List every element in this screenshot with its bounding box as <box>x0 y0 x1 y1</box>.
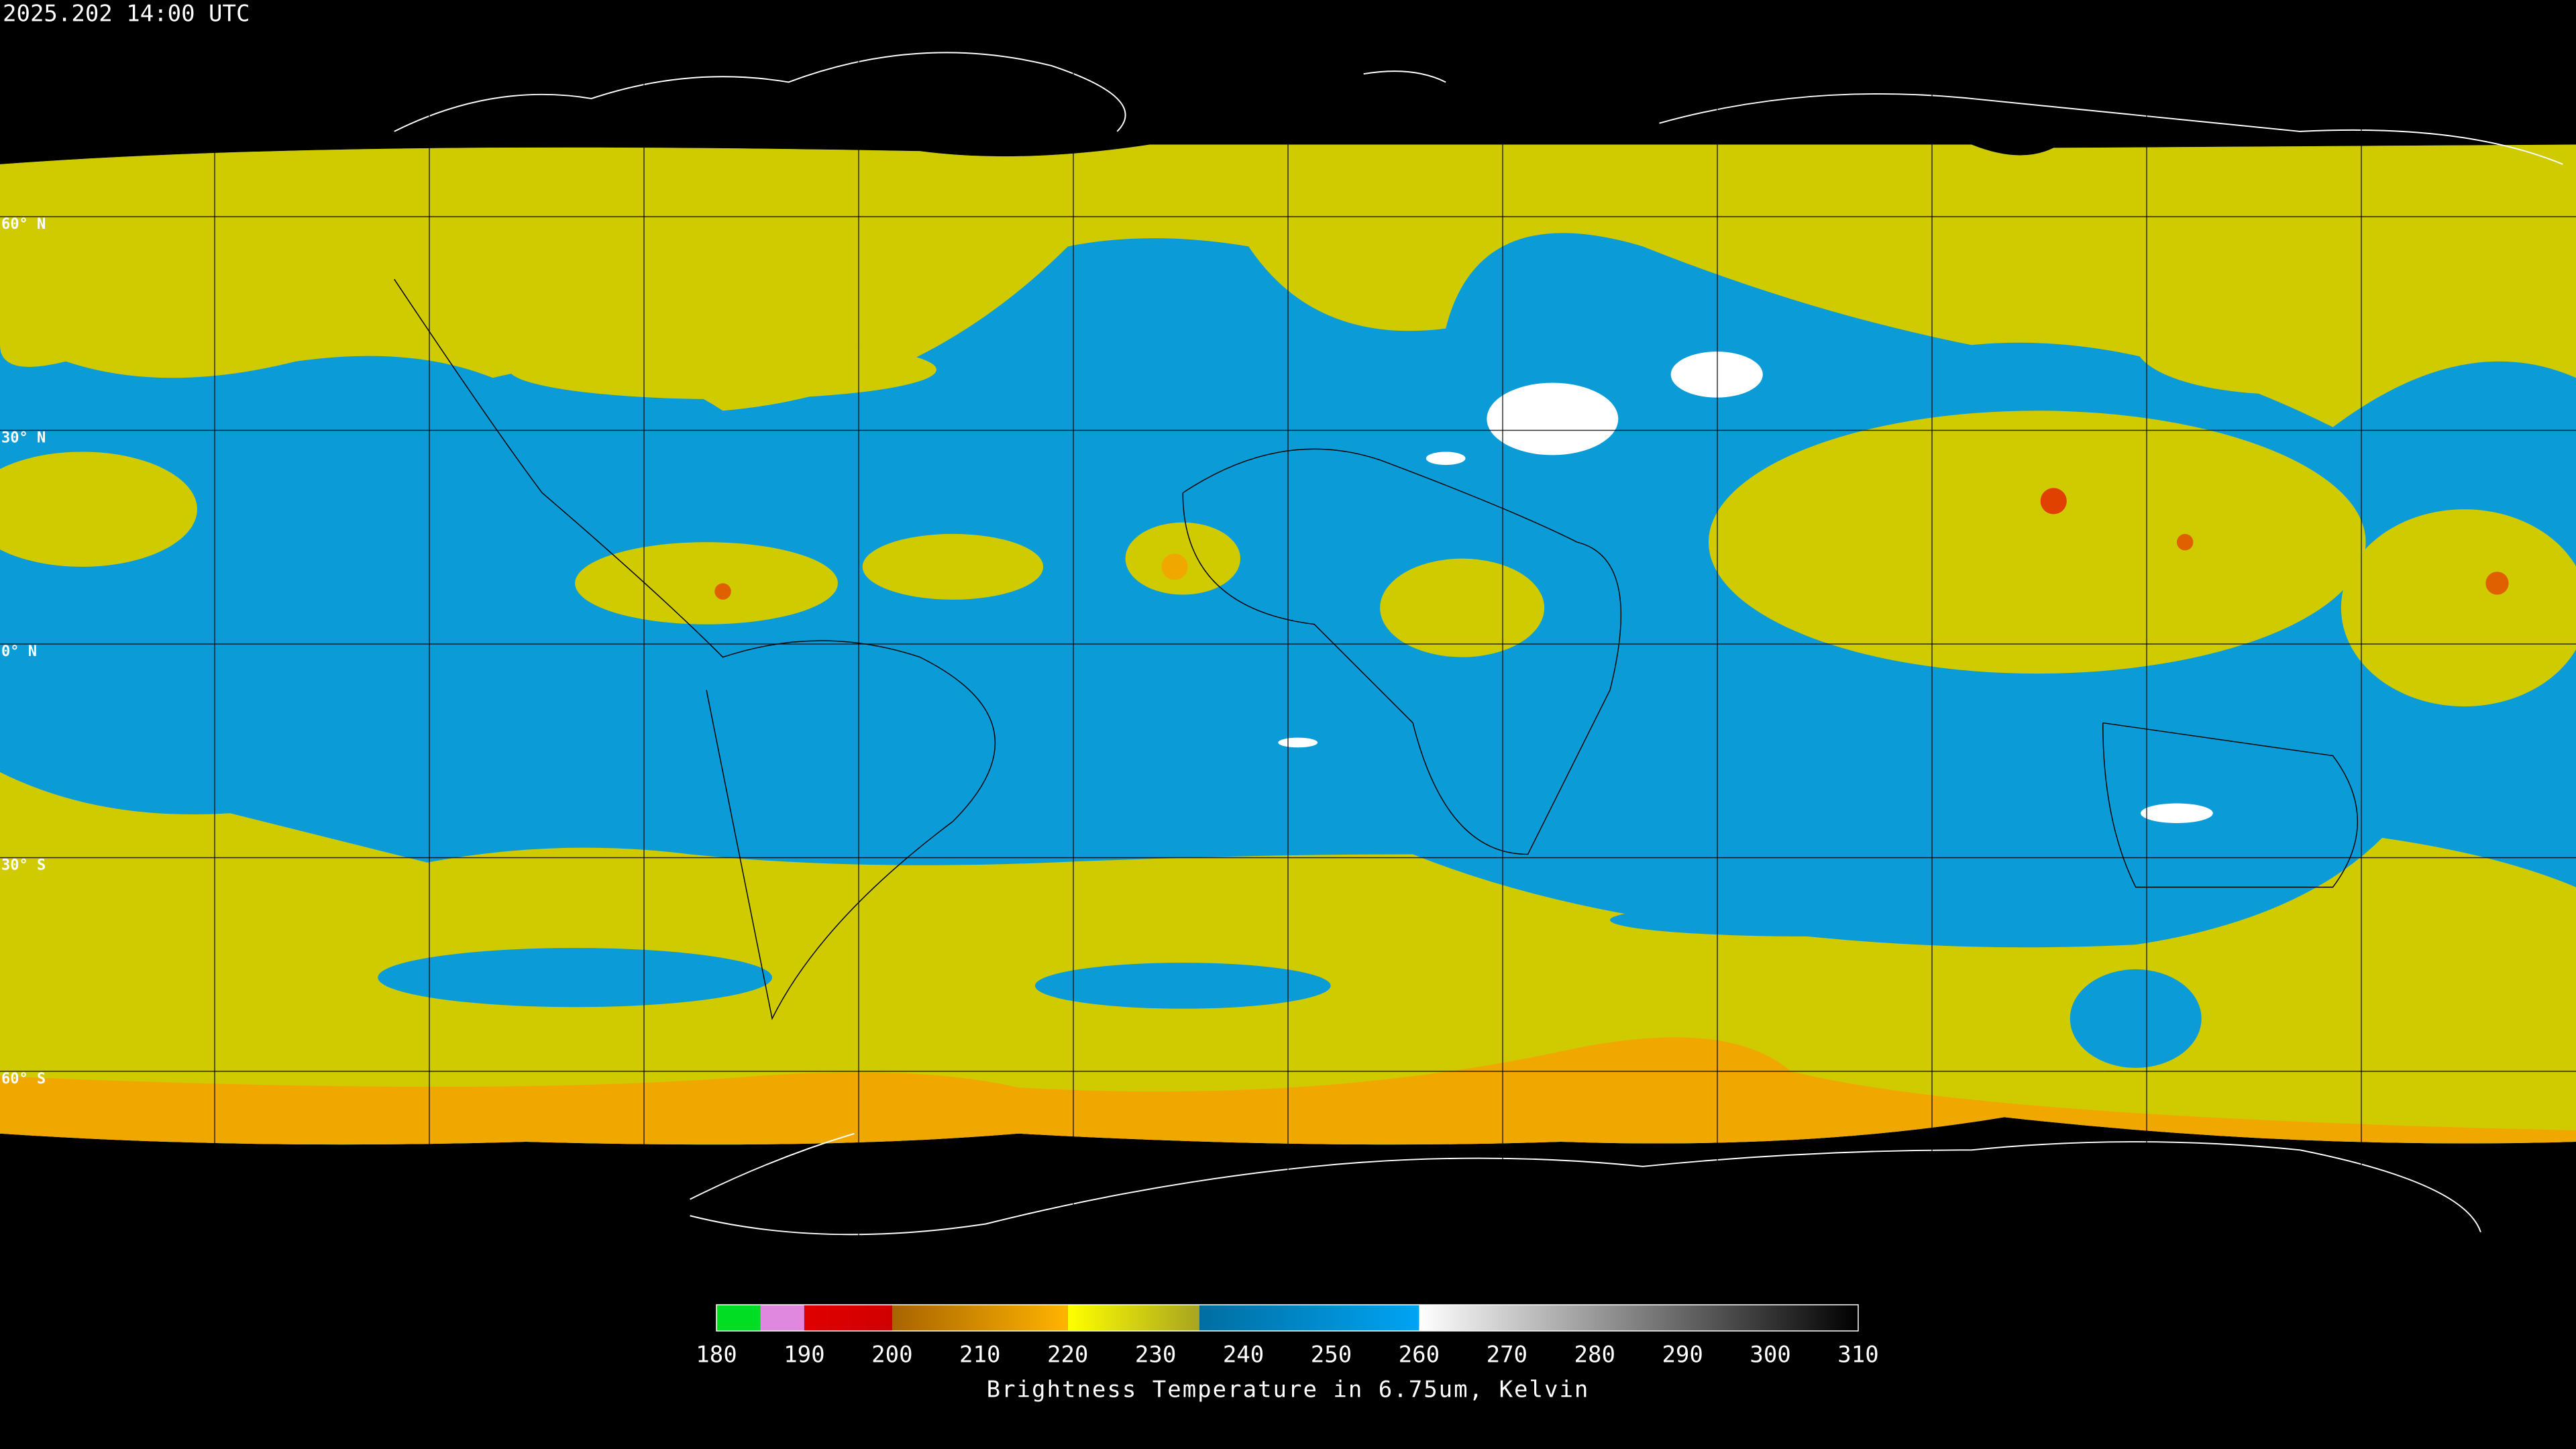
cloud <box>1708 411 2366 674</box>
cloud <box>575 542 838 625</box>
colorbar-tick-label: 240 <box>1223 1342 1264 1368</box>
lat-label: 60° S <box>1 1071 46 1087</box>
colorbar-label: Brightness Temperature in 6.75um, Kelvin <box>987 1377 1590 1403</box>
convective-core <box>1161 553 1188 580</box>
timestamp: 2025.202 14:00 UTC <box>3 1 250 28</box>
lat-label: 60° N <box>1 216 46 233</box>
graticule: 60° N 30° N 0° N 30° S 60° S <box>0 3 2576 1285</box>
colorbar-segment <box>804 1305 892 1331</box>
colorbar-tick-label: 190 <box>784 1342 824 1368</box>
colorbar-tick-label: 250 <box>1311 1342 1352 1368</box>
dry-slot <box>378 948 773 1008</box>
colorbar-segment <box>760 1305 804 1331</box>
colorbar-tick-label: 230 <box>1135 1342 1176 1368</box>
dry-slot <box>1610 903 2004 936</box>
coastline <box>394 52 2563 165</box>
coastline <box>690 1132 2481 1236</box>
colorbar-tick-label: 210 <box>959 1342 1000 1368</box>
colorbar-tick-label: 290 <box>1662 1342 1703 1368</box>
cloud <box>509 339 936 400</box>
convective-core <box>2176 533 2194 551</box>
lat-label: 30° N <box>1 430 46 447</box>
cloud <box>0 451 197 567</box>
colorbar-tick-label: 200 <box>871 1342 912 1368</box>
colorbar-tick-label: 280 <box>1574 1342 1615 1368</box>
cloud <box>2135 295 2432 394</box>
colorbar-segment <box>1419 1305 1858 1331</box>
colorbar: 180 190 200 210 220 230 240 250 260 270 280 290 300 3… <box>696 1304 1879 1368</box>
cloud <box>2341 509 2576 707</box>
lat-label: 0° N <box>1 643 37 660</box>
dry-slot <box>2070 969 2202 1068</box>
convective-core <box>714 583 731 600</box>
dry-area <box>1278 737 1318 748</box>
colorbar-tick-label: 180 <box>696 1342 737 1368</box>
colorbar-segment <box>1199 1305 1419 1331</box>
colorbar-tick-label: 310 <box>1837 1342 1878 1368</box>
colorbar-tick-label: 300 <box>1750 1342 1790 1368</box>
convective-core <box>2040 488 2067 515</box>
dry-area <box>1487 382 1619 455</box>
colorbar-tick-label: 260 <box>1399 1342 1440 1368</box>
colorbar-tick-label: 220 <box>1047 1342 1088 1368</box>
cloud <box>1380 558 1545 657</box>
colorbar-segment <box>716 1305 761 1331</box>
colorbar-segment <box>892 1305 1068 1331</box>
colorbar-frame <box>716 1304 1859 1332</box>
colorbar-segment <box>1067 1305 1200 1331</box>
dry-area <box>1670 352 1763 398</box>
dry-slot <box>1034 963 1331 1009</box>
cloud <box>862 533 1044 600</box>
colorbar-tick-label: 270 <box>1487 1342 1527 1368</box>
dry-area <box>2141 803 2213 823</box>
dry-area <box>1426 451 1466 466</box>
coastline <box>394 278 2359 1020</box>
convective-core <box>2485 572 2509 595</box>
lat-label: 30° S <box>1 857 46 874</box>
